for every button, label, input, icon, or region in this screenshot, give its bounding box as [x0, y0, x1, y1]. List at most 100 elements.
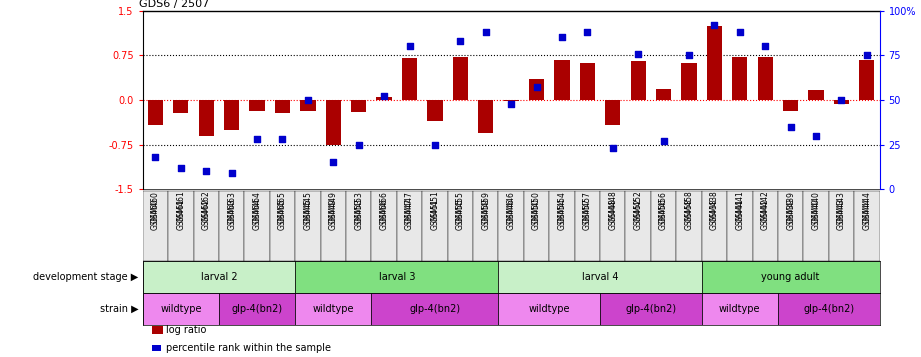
Bar — [702, 261, 880, 293]
Bar — [854, 191, 880, 261]
Bar — [219, 191, 244, 261]
Point — [631, 51, 646, 56]
Bar — [143, 191, 169, 261]
Bar — [727, 191, 752, 261]
Point — [351, 142, 366, 147]
Point — [453, 38, 468, 44]
Point — [504, 101, 519, 106]
Text: GSM449: GSM449 — [329, 191, 338, 222]
Text: wildtype: wildtype — [160, 304, 202, 314]
Bar — [351, 100, 367, 112]
Text: GSM454: GSM454 — [557, 191, 566, 222]
Text: development stage ▶: development stage ▶ — [33, 272, 138, 282]
Point — [707, 22, 722, 28]
Bar — [758, 57, 773, 100]
Text: GSM445: GSM445 — [303, 198, 312, 230]
Text: GSM454: GSM454 — [557, 198, 566, 230]
Bar — [656, 89, 671, 100]
Point — [402, 44, 417, 49]
Text: wildtype: wildtype — [529, 304, 570, 314]
Bar — [732, 57, 748, 100]
Text: GSM439: GSM439 — [787, 191, 795, 222]
Text: glp-4(bn2): glp-4(bn2) — [625, 304, 676, 314]
Bar — [682, 63, 696, 100]
Bar — [834, 100, 849, 104]
Point — [732, 29, 747, 35]
Bar — [143, 293, 219, 325]
Point — [605, 145, 620, 151]
Text: GSM438: GSM438 — [710, 198, 719, 230]
Point — [809, 133, 823, 139]
Bar — [453, 57, 468, 100]
Text: GSM457: GSM457 — [583, 191, 592, 222]
Bar — [498, 261, 702, 293]
Bar — [148, 100, 163, 125]
Text: GSM450: GSM450 — [532, 198, 541, 230]
Text: GSM450: GSM450 — [532, 191, 541, 222]
Bar — [529, 79, 544, 100]
Text: GSM445: GSM445 — [303, 191, 312, 222]
Text: GSM455: GSM455 — [456, 198, 465, 230]
Text: GSM453: GSM453 — [355, 198, 363, 230]
Text: GSM443: GSM443 — [837, 191, 846, 222]
Point — [530, 85, 544, 90]
Point — [758, 44, 773, 49]
Point — [326, 160, 341, 165]
Bar — [321, 191, 346, 261]
Text: GSM448: GSM448 — [608, 198, 617, 230]
Text: GSM464: GSM464 — [252, 198, 262, 230]
Bar — [600, 191, 625, 261]
Bar — [651, 191, 676, 261]
Point — [783, 124, 798, 130]
Text: GSM441: GSM441 — [735, 191, 744, 222]
Text: GSM456: GSM456 — [659, 198, 668, 230]
Text: GSM448: GSM448 — [608, 191, 617, 222]
Text: GSM439: GSM439 — [787, 198, 795, 230]
Point — [275, 136, 290, 142]
Bar — [803, 191, 829, 261]
Text: GDS6 / 2507: GDS6 / 2507 — [139, 0, 209, 9]
Bar — [524, 191, 549, 261]
Bar — [326, 100, 341, 145]
Text: larval 4: larval 4 — [582, 272, 618, 282]
Bar — [631, 61, 646, 100]
Bar — [427, 100, 443, 121]
Point — [225, 170, 239, 176]
Text: GSM446: GSM446 — [507, 191, 516, 222]
Text: percentile rank within the sample: percentile rank within the sample — [166, 343, 331, 353]
Text: GSM452: GSM452 — [634, 198, 643, 230]
Bar — [224, 100, 239, 130]
Text: GSM446: GSM446 — [507, 198, 516, 230]
Bar — [300, 100, 316, 111]
Point — [300, 97, 315, 103]
Text: GSM457: GSM457 — [583, 198, 592, 230]
Bar — [575, 191, 600, 261]
Text: GSM460: GSM460 — [151, 198, 160, 230]
Text: GSM452: GSM452 — [634, 191, 643, 222]
Text: GSM464: GSM464 — [252, 191, 262, 222]
Bar — [219, 293, 296, 325]
Bar — [250, 100, 264, 111]
Bar — [605, 100, 621, 125]
Bar — [702, 191, 727, 261]
Bar — [193, 191, 219, 261]
Bar — [549, 191, 575, 261]
Text: GSM459: GSM459 — [482, 191, 490, 222]
Text: log ratio: log ratio — [166, 325, 206, 335]
Text: GSM440: GSM440 — [811, 191, 821, 222]
Bar — [554, 60, 569, 100]
Bar — [478, 100, 494, 133]
Text: GSM465: GSM465 — [278, 198, 287, 230]
Point — [682, 52, 696, 58]
Text: GSM451: GSM451 — [430, 198, 439, 230]
Bar — [778, 293, 880, 325]
Bar — [702, 293, 778, 325]
Bar — [498, 191, 524, 261]
Text: GSM456: GSM456 — [659, 191, 668, 222]
Text: GSM449: GSM449 — [329, 198, 338, 230]
Text: wildtype: wildtype — [312, 304, 354, 314]
Text: glp-4(bn2): glp-4(bn2) — [803, 304, 855, 314]
Text: GSM451: GSM451 — [430, 191, 439, 222]
Text: GSM462: GSM462 — [202, 191, 211, 222]
Bar — [809, 90, 823, 100]
